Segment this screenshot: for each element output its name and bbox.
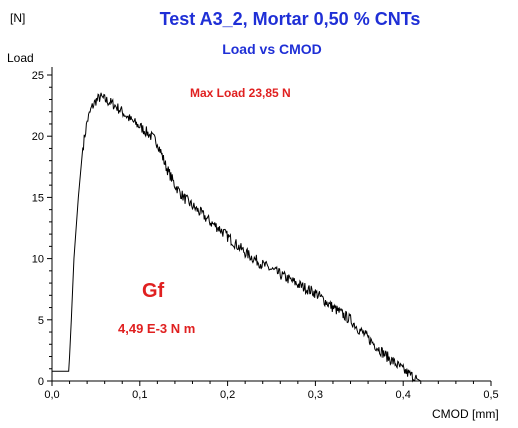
x-tick-label: 0,1 [132, 389, 147, 401]
x-tick-label: 0,2 [220, 389, 235, 401]
x-tick-label: 0,4 [396, 389, 411, 401]
gf-value: 4,49 E-3 N m [118, 321, 195, 336]
load-cmod-series-line [52, 92, 422, 383]
x-tick-label: 0,5 [483, 389, 498, 401]
chart-title: Test A3_2, Mortar 0,50 % CNTs [160, 9, 421, 29]
gf-label: Gf [142, 280, 165, 302]
y-tick-label: 0 [38, 376, 44, 388]
x-tick-label: 0,0 [44, 389, 59, 401]
ticks-layer: 0,0 0,1 0,2 0,3 0,4 0,5 0 5 10 15 20 25 [32, 70, 499, 401]
y-axis-label: Load [7, 51, 34, 65]
y-tick-label: 10 [32, 254, 44, 266]
y-tick-label: 5 [38, 315, 44, 327]
max-load-annotation: Max Load 23,85 N [190, 86, 291, 100]
chart-subtitle: Load vs CMOD [222, 41, 322, 57]
y-tick-label: 25 [32, 70, 44, 82]
x-axis-label: CMOD [mm] [432, 407, 499, 421]
y-tick-label: 15 [32, 192, 44, 204]
y-axis-unit: [N] [10, 11, 25, 25]
y-tick-label: 20 [32, 131, 44, 143]
x-tick-label: 0,3 [308, 389, 323, 401]
